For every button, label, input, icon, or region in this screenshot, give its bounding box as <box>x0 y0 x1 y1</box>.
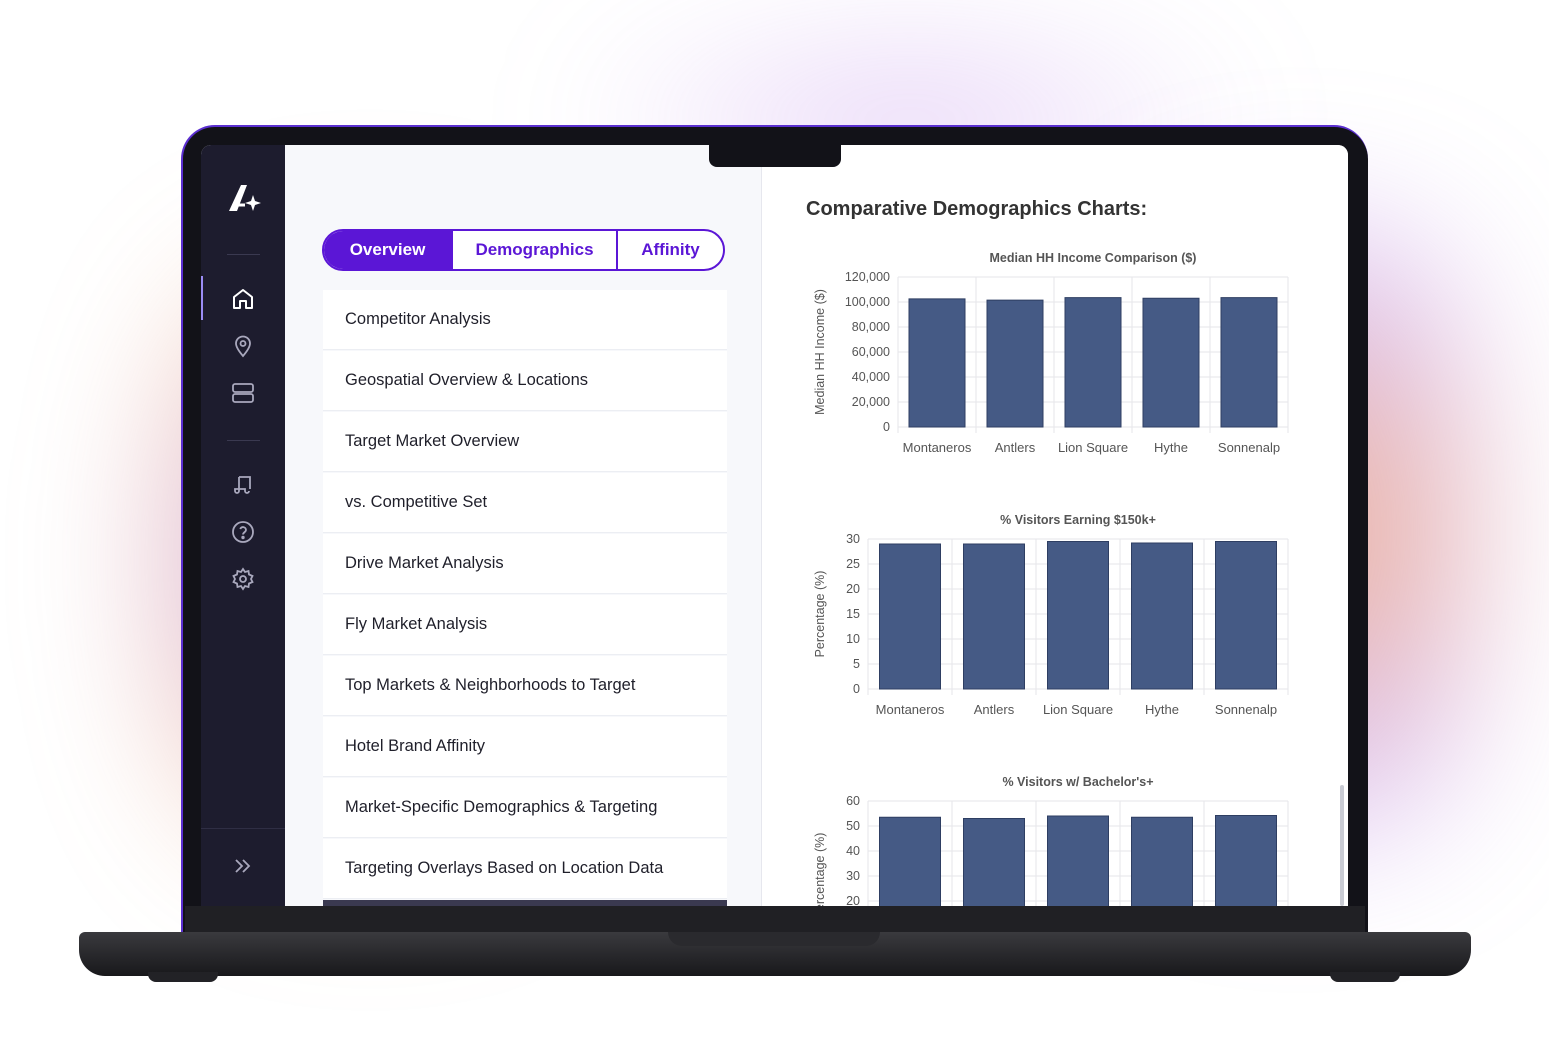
menu-item-market-specific-demographics[interactable]: Market-Specific Demographics & Targeting <box>323 778 727 838</box>
bar-lion-square <box>1047 541 1109 690</box>
x-tick-label: Antlers <box>974 702 1015 717</box>
menu-item-fly-market-analysis[interactable]: Fly Market Analysis <box>323 595 727 655</box>
sidebar-divider <box>227 254 260 255</box>
bar-sonnenalp <box>1215 541 1277 690</box>
x-tick-label: Antlers <box>995 440 1036 455</box>
bar-antlers <box>986 299 1044 428</box>
chart-title: Median HH Income Comparison ($) <box>990 251 1197 265</box>
y-tick-label: 25 <box>846 557 860 571</box>
bar-montaneros <box>908 298 966 428</box>
chart-median-income: Median HH Income Comparison ($) 0 20,000 40… <box>813 251 1289 455</box>
y-tick-label: 20 <box>846 894 860 906</box>
sidebar-footer <box>201 828 285 906</box>
y-tick-label: 60 <box>846 794 860 808</box>
app-screen: Overview Demographics Affinity Competito… <box>201 145 1348 906</box>
active-indicator <box>201 276 203 320</box>
bar-hythe <box>1131 816 1193 906</box>
location-pin-icon[interactable] <box>231 334 255 358</box>
sidebar <box>201 145 285 906</box>
menu-item-target-market-overview[interactable]: Target Market Overview <box>323 412 727 472</box>
menu-item-vs-competitive-set[interactable]: vs. Competitive Set <box>323 473 727 533</box>
bar-hythe <box>1131 542 1193 690</box>
chart-title: % Visitors w/ Bachelor's+ <box>1002 775 1153 789</box>
charts-title: Comparative Demographics Charts: <box>806 198 1148 220</box>
menu-item-top-markets[interactable]: Top Markets & Neighborhoods to Target <box>323 656 727 716</box>
camera-notch <box>709 145 841 167</box>
y-tick-label: 80,000 <box>852 320 890 334</box>
y-tick-label: 30 <box>846 532 860 546</box>
bar-antlers <box>963 818 1025 906</box>
charts-panel: Comparative Demographics Charts: Median … <box>762 145 1348 906</box>
sidebar-divider <box>227 440 260 441</box>
bar-sonnenalp <box>1220 297 1278 428</box>
bar-lion-square <box>1047 815 1109 906</box>
server-icon[interactable] <box>231 381 255 405</box>
laptop-foot-right <box>1330 972 1400 982</box>
chart-title: % Visitors Earning $150k+ <box>1000 513 1156 527</box>
y-tick-label: 30 <box>846 869 860 883</box>
y-tick-label: 100,000 <box>845 295 890 309</box>
y-tick-label: 60,000 <box>852 345 890 359</box>
y-axis-label: Percentage (%) <box>813 571 827 658</box>
y-tick-label: 0 <box>883 420 890 434</box>
y-axis-label: Percentage (%) <box>813 833 827 906</box>
menu-item-targeting-overlays[interactable]: Targeting Overlays Based on Location Dat… <box>323 839 727 899</box>
y-tick-label: 20 <box>846 582 860 596</box>
home-icon[interactable] <box>231 287 255 311</box>
tab-bar: Overview Demographics Affinity <box>322 229 725 271</box>
laptop-base-notch <box>668 932 880 946</box>
tab-overview[interactable]: Overview <box>324 231 451 269</box>
x-tick-label: Hythe <box>1154 440 1188 455</box>
y-tick-label: 0 <box>853 682 860 696</box>
menu-item-drive-market-analysis[interactable]: Drive Market Analysis <box>323 534 727 594</box>
y-tick-label: 40 <box>846 844 860 858</box>
y-tick-label: 20,000 <box>852 395 890 409</box>
laptop-foot-left <box>148 972 218 982</box>
x-tick-label: Lion Square <box>1043 702 1113 717</box>
gear-icon[interactable] <box>231 567 255 591</box>
y-tick-label: 5 <box>853 657 860 671</box>
y-tick-label: 40,000 <box>852 370 890 384</box>
x-tick-label: Montaneros <box>876 702 945 717</box>
tab-affinity[interactable]: Affinity <box>641 240 700 259</box>
bar-lion-square <box>1064 297 1122 428</box>
bar-montaneros <box>879 816 941 906</box>
y-axis-label: Median HH Income ($) <box>813 289 827 415</box>
x-tick-label: Sonnenalp <box>1215 702 1277 717</box>
section-menu: Competitor Analysis Geospatial Overview … <box>323 290 727 900</box>
x-tick-label: Sonnenalp <box>1218 440 1280 455</box>
y-tick-label: 10 <box>846 632 860 646</box>
chart-visitors-bachelors: % Visitors w/ Bachelor's+ 20 30 40 50 60 Perce… <box>813 775 1289 906</box>
scroll-icon[interactable] <box>231 473 255 497</box>
menu-item-geospatial-overview[interactable]: Geospatial Overview & Locations <box>323 351 727 411</box>
bar-sonnenalp <box>1215 815 1277 906</box>
y-tick-label: 50 <box>846 819 860 833</box>
bar-montaneros <box>879 543 941 690</box>
report-nav-panel: Overview Demographics Affinity Competito… <box>285 145 762 906</box>
x-tick-label: Montaneros <box>903 440 972 455</box>
bar-antlers <box>963 543 1025 690</box>
scrollbar-thumb[interactable] <box>1340 785 1344 906</box>
chart-visitors-150k: % Visitors Earning $150k+ 0 5 10 15 20 25 30 Per… <box>813 513 1289 717</box>
x-tick-label: Hythe <box>1145 702 1179 717</box>
laptop-chin <box>185 906 1365 934</box>
menu-next-item-edge <box>323 900 727 906</box>
y-tick-label: 15 <box>846 607 860 621</box>
chevrons-right-icon[interactable] <box>232 857 254 880</box>
help-circle-icon[interactable] <box>231 520 255 544</box>
bar-hythe <box>1142 297 1200 428</box>
menu-item-hotel-brand-affinity[interactable]: Hotel Brand Affinity <box>323 717 727 777</box>
menu-item-competitor-analysis[interactable]: Competitor Analysis <box>323 290 727 350</box>
tab-demographics[interactable]: Demographics <box>451 231 618 269</box>
y-tick-label: 120,000 <box>845 270 890 284</box>
x-tick-label: Lion Square <box>1058 440 1128 455</box>
logo-icon[interactable] <box>225 181 265 220</box>
